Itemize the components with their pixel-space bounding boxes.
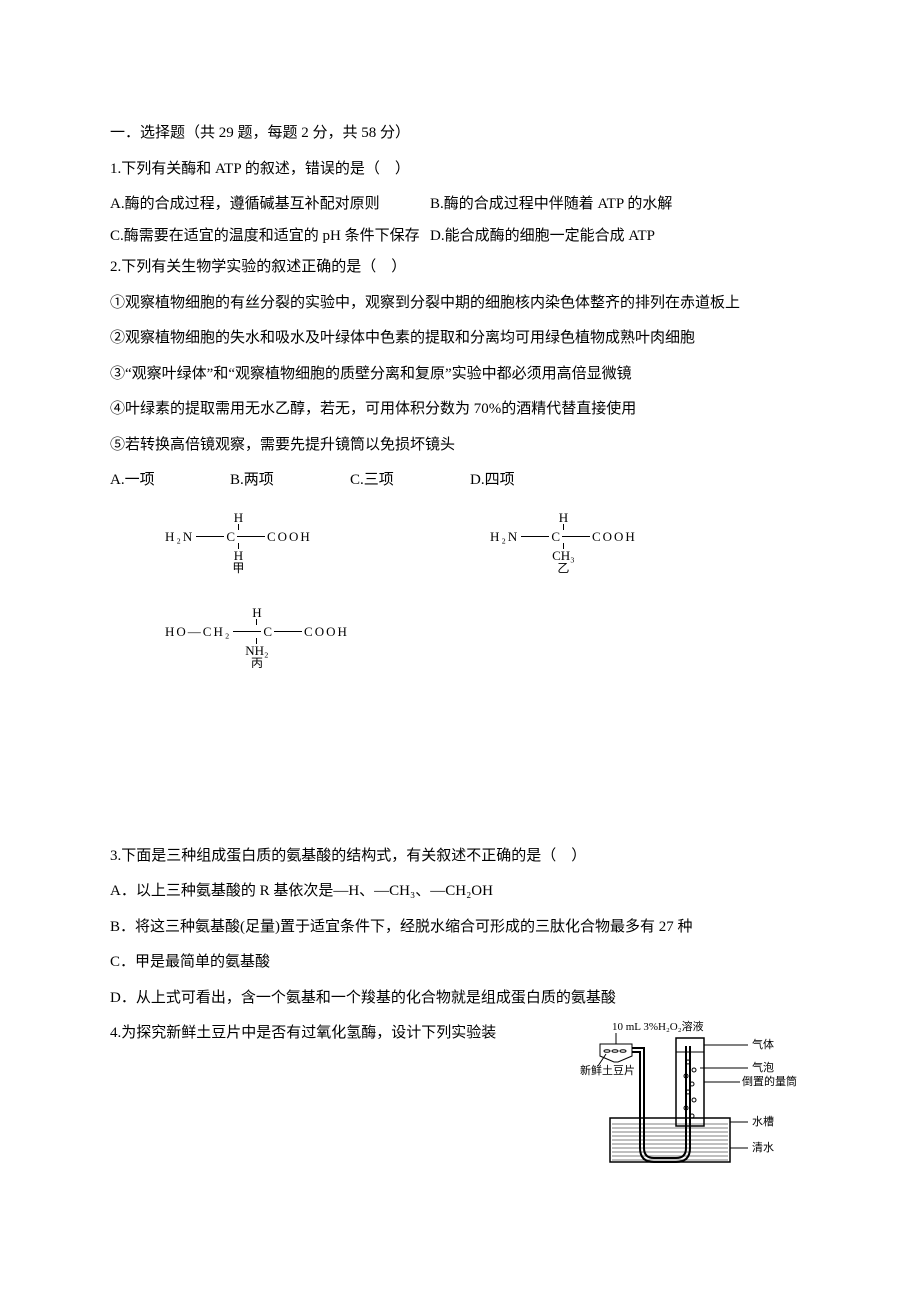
fig-gas-label: 气体	[752, 1037, 774, 1051]
amino3-bottom: NH₂	[245, 644, 268, 657]
amino1-left: H₂N	[165, 530, 194, 543]
fig-top-label: 10 mL 3%H₂O₂溶液	[612, 1019, 704, 1033]
q1-row1: A.酶的合成过程，遵循碱基互补配对原则 B.酶的合成过程中伴随着 ATP 的水解	[110, 189, 810, 221]
q3-optD: D．从上式可看出，含一个氨基和一个羧基的化合物就是组成蛋白质的氨基酸	[110, 983, 810, 1015]
amino3-right: COOH	[304, 625, 349, 638]
q2-stem: 2.下列有关生物学实验的叙述正确的是（ ）	[110, 252, 810, 284]
amino1-label: 甲	[232, 562, 244, 574]
fig-cylinder-label: 倒置的量筒	[742, 1074, 797, 1088]
fig-bubble-label: 气泡	[752, 1060, 774, 1074]
amino1-right: COOH	[267, 530, 312, 543]
q1-row2: C.酶需要在适宜的温度和适宜的 pH 条件下保存 D.能合成酶的细胞一定能合成 …	[110, 221, 810, 253]
q1-optA: A.酶的合成过程，遵循碱基互补配对原则	[110, 189, 430, 221]
q2-s3: ③“观察叶绿体”和“观察植物细胞的质壁分离和复原”实验中都必须用高倍显微镜	[110, 359, 810, 391]
q3-optA: A．以上三种氨基酸的 R 基依次是—H、—CH₃、—CH₂OH	[110, 876, 810, 908]
fig-trough-label: 水槽	[752, 1115, 774, 1128]
amino1-top: H	[234, 511, 243, 524]
amino-3: H HO—CH₂ C COOH NH₂ 丙	[165, 606, 349, 669]
fig-potato-label: 新鲜土豆片	[580, 1063, 635, 1077]
amino3-label: 丙	[251, 657, 263, 669]
q1-optC: C.酶需要在适宜的温度和适宜的 pH 条件下保存	[110, 221, 430, 253]
amino3-top: H	[252, 606, 261, 619]
amino2-top: H	[559, 511, 568, 524]
amino2-label: 乙	[557, 562, 569, 574]
q4-block: 10 mL 3%H₂O₂溶液	[110, 1018, 810, 1168]
q2-s1: ①观察植物细胞的有丝分裂的实验中，观察到分裂中期的细胞核内染色体整齐的排列在赤道…	[110, 288, 810, 320]
q2-optB: B.两项	[230, 465, 310, 497]
amino1-bottom: H	[234, 549, 243, 562]
amino2-bottom: CH₃	[552, 549, 575, 562]
amino2-c: C	[551, 530, 560, 543]
spacer	[110, 711, 810, 841]
amino2-right: COOH	[592, 530, 637, 543]
q2-s5: ⑤若转换高倍镜观察，需要先提升镜筒以免损坏镜头	[110, 430, 810, 462]
amino-figure: H H₂N C COOH H 甲 H H₂N C COOH	[110, 511, 810, 701]
experiment-figure: 10 mL 3%H₂O₂溶液	[580, 1018, 810, 1168]
amino3-left: HO—CH₂	[165, 625, 231, 638]
q1-optD: D.能合成酶的细胞一定能合成 ATP	[430, 221, 655, 253]
amino1-c: C	[226, 530, 235, 543]
section-title: 一．选择题（共 29 题，每题 2 分，共 58 分）	[110, 118, 810, 150]
q1-stem: 1.下列有关酶和 ATP 的叙述，错误的是（ ）	[110, 154, 810, 186]
fig-water-label: 清水	[752, 1141, 774, 1154]
q2-s4: ④叶绿素的提取需用无水乙醇，若无，可用体积分数为 70%的酒精代替直接使用	[110, 394, 810, 426]
amino-2: H H₂N C COOH CH₃ 乙	[490, 511, 637, 574]
amino2-left: H₂N	[490, 530, 519, 543]
q3-optC: C．甲是最简单的氨基酸	[110, 947, 810, 979]
q2-opts: A.一项 B.两项 C.三项 D.四项	[110, 465, 810, 497]
q2-optD: D.四项	[470, 465, 550, 497]
q2-optA: A.一项	[110, 465, 190, 497]
q3-stem: 3.下面是三种组成蛋白质的氨基酸的结构式，有关叙述不正确的是（ ）	[110, 841, 810, 873]
amino-1: H H₂N C COOH H 甲	[165, 511, 312, 574]
q2-s2: ②观察植物细胞的失水和吸水及叶绿体中色素的提取和分离均可用绿色植物成熟叶肉细胞	[110, 323, 810, 355]
q2-optC: C.三项	[350, 465, 430, 497]
q3-optB: B．将这三种氨基酸(足量)置于适宜条件下，经脱水缩合可形成的三肽化合物最多有 2…	[110, 912, 810, 944]
amino3-c: C	[263, 625, 272, 638]
q1-optB: B.酶的合成过程中伴随着 ATP 的水解	[430, 189, 672, 221]
